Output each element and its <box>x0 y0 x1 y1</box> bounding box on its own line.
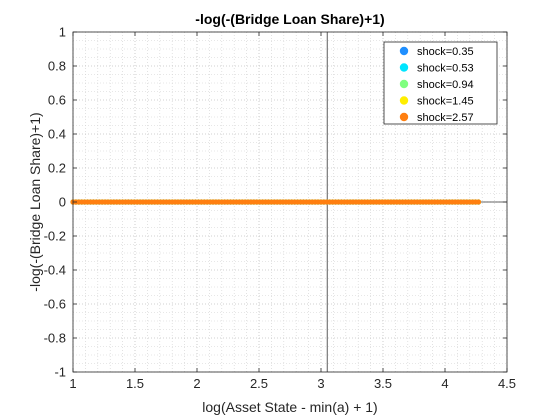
x-tick-label: 4 <box>441 376 448 391</box>
legend-marker <box>399 79 409 89</box>
x-tick-label: 1.5 <box>126 376 144 391</box>
legend-marker <box>399 46 409 56</box>
y-tick-label: 0.4 <box>48 127 66 142</box>
y-tick-label: -0.4 <box>44 263 66 278</box>
legend-marker <box>399 112 409 122</box>
y-tick-label: -0.8 <box>44 331 66 346</box>
axis-ticks <box>72 31 508 373</box>
y-tick-label: 0.6 <box>48 93 66 108</box>
y-axis-title: -log(-(Bridge Loan Share)+1) <box>27 112 43 291</box>
tick-labels: 1 1.5 2 2.5 3 3.5 4 4.5 -1 -0.8 -0.6 -0.4 -0.2 0 0.2 0.… <box>44 25 516 392</box>
y-tick-label: 0.8 <box>48 59 66 74</box>
legend-marker <box>399 63 409 72</box>
x-axis-title: log(Asset State - min(a) + 1) <box>202 399 377 415</box>
data-point <box>475 199 482 205</box>
series-shock=2.57 <box>70 199 482 205</box>
legend-label: shock=1.45 <box>417 96 474 108</box>
y-tick-label: -0.6 <box>44 297 66 312</box>
y-tick-label: 1 <box>59 25 66 40</box>
legend-marker <box>399 96 409 105</box>
x-tick-label: 2 <box>193 376 200 391</box>
chart-title: -log(-(Bridge Loan Share)+1) <box>195 11 384 27</box>
x-tick-label: 2.5 <box>250 376 268 391</box>
x-tick-label: 4.5 <box>498 376 516 391</box>
legend-label: shock=0.94 <box>417 79 474 91</box>
legend-label: shock=0.53 <box>417 63 474 75</box>
legend-label: shock=0.35 <box>417 46 474 58</box>
x-tick-label: 3.5 <box>374 376 392 391</box>
y-tick-label: 0 <box>59 195 66 210</box>
x-tick-label: 1 <box>69 376 76 391</box>
x-tick-label: 3 <box>317 376 324 391</box>
legend-label: shock=2.57 <box>417 112 474 124</box>
y-tick-label: -1 <box>54 365 66 380</box>
y-tick-label: -0.2 <box>44 229 66 244</box>
y-tick-label: 0.2 <box>48 161 66 176</box>
legend: shock=0.35 shock=0.53 shock=0.94 shock=1.45… <box>383 41 498 125</box>
data-points <box>70 199 482 205</box>
